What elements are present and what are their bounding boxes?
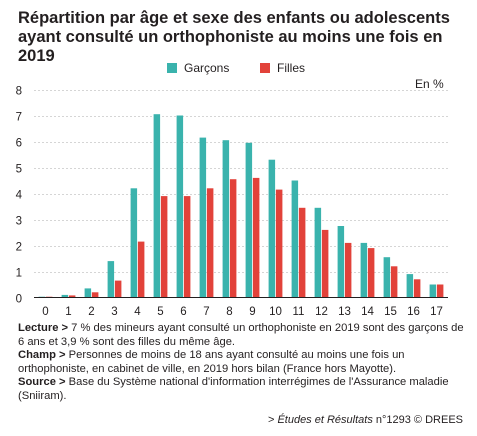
bar-garcons (84, 288, 92, 298)
bar-filles (252, 177, 260, 298)
bar-filles (137, 241, 145, 298)
bar-garcons (429, 284, 437, 298)
x-tick-label: 17 (430, 306, 443, 318)
bar-garcons (337, 226, 345, 298)
note-lecture-label: Lecture > (18, 322, 69, 334)
unit-label: En % (415, 77, 444, 91)
bar-filles (91, 292, 99, 298)
bar-filles (275, 189, 283, 298)
note-source: Source > Base du Système national d'info… (18, 376, 466, 403)
x-tick-label: 15 (384, 306, 397, 318)
bar-garcons (153, 114, 161, 298)
x-tick-label: 3 (111, 306, 117, 318)
legend-swatch-filles (260, 63, 270, 73)
bar-filles (183, 196, 191, 298)
x-tick-label: 0 (42, 306, 48, 318)
x-tick-label: 6 (180, 306, 186, 318)
bar-garcons (222, 140, 230, 298)
y-tick-label: 8 (16, 86, 22, 98)
credit-prefix: > (267, 414, 278, 426)
credit-suffix: n°1293 © DREES (372, 414, 463, 426)
publication-credit: > Études et Résultats n°1293 © DREES (268, 414, 463, 426)
bar-filles (390, 266, 398, 298)
legend-swatch-garcons (167, 63, 177, 73)
x-tick-label: 2 (88, 306, 94, 318)
bar-garcons (130, 188, 138, 298)
chart-title: Répartition par âge et sexe des enfants … (18, 9, 468, 66)
chart-title-line-2: ayant consulté un orthophoniste au moins… (18, 28, 443, 65)
bar-filles (68, 295, 76, 298)
y-tick-label: 4 (16, 190, 23, 202)
x-tick-label: 9 (249, 306, 255, 318)
credit-publication: Études et Résultats (277, 414, 373, 426)
x-tick-label: 16 (407, 306, 420, 318)
bar-garcons (107, 261, 115, 298)
x-tick-label: 4 (134, 306, 141, 318)
note-champ: Champ > Personnes de moins de 18 ans aya… (18, 349, 466, 376)
y-tick-label: 2 (16, 242, 22, 254)
note-source-label: Source > (18, 376, 66, 389)
y-tick-label: 1 (16, 268, 22, 280)
bar-garcons (268, 159, 276, 298)
bar-filles (413, 279, 421, 298)
bar-garcons (406, 274, 414, 298)
x-tick-label: 7 (203, 306, 209, 318)
bar-garcons (61, 294, 69, 298)
y-tick-label: 5 (16, 164, 22, 176)
bar-filles (160, 196, 168, 298)
bar-filles (298, 207, 306, 298)
bar-filles (344, 242, 352, 298)
bar-garcons (360, 242, 368, 298)
note-champ-text: Personnes de moins de 18 ans ayant consu… (18, 349, 405, 375)
legend-item-filles: Filles (260, 61, 305, 75)
legend-item-garcons: Garçons (167, 61, 229, 75)
chart-notes: Lecture > 7 % des mineurs ayant consulté… (18, 322, 466, 404)
bar-filles (436, 284, 444, 298)
y-tick-label: 7 (16, 112, 22, 124)
x-tick-label: 13 (338, 306, 351, 318)
bar-filles (229, 179, 237, 298)
bar-garcons (383, 257, 391, 298)
x-tick-label: 10 (269, 306, 282, 318)
chart-legend: Garçons Filles (0, 61, 477, 77)
note-lecture-text: 7 % des mineurs ayant consulté un orthop… (18, 322, 464, 348)
y-tick-label: 3 (16, 216, 22, 228)
y-tick-label: 6 (16, 138, 22, 150)
x-tick-label: 12 (315, 306, 328, 318)
note-lecture: Lecture > 7 % des mineurs ayant consulté… (18, 322, 466, 349)
x-tick-label: 1 (65, 306, 71, 318)
bar-garcons (291, 180, 299, 298)
legend-label-garcons: Garçons (184, 61, 230, 75)
bar-filles (367, 248, 375, 298)
bar-filles (321, 229, 329, 298)
x-tick-label: 11 (293, 306, 305, 318)
x-tick-label: 8 (226, 306, 232, 318)
bar-garcons (199, 137, 207, 298)
bar-filles (114, 280, 122, 298)
note-source-text: Base du Système national d'information i… (18, 376, 449, 402)
legend-label-filles: Filles (277, 61, 306, 75)
x-tick-label: 5 (157, 306, 163, 318)
y-tick-label: 0 (16, 294, 22, 306)
x-tick-label: 14 (361, 306, 374, 318)
bar-garcons (245, 142, 253, 298)
note-champ-label: Champ > (18, 349, 66, 362)
bar-garcons (176, 115, 184, 298)
bar-filles (206, 188, 214, 298)
chart-title-line-1: Répartition par âge et sexe des enfants … (18, 9, 450, 27)
bar-garcons (314, 207, 322, 298)
